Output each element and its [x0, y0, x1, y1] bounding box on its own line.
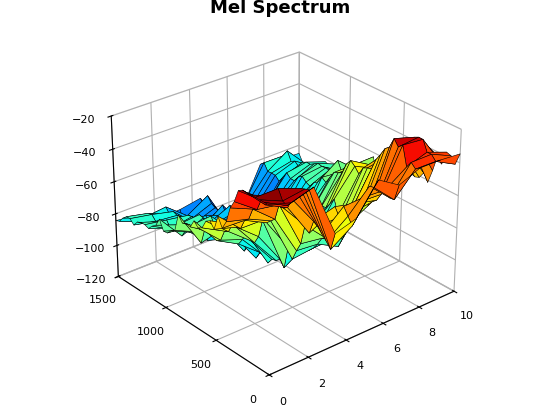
Title: Mel Spectrum: Mel Spectrum: [210, 0, 350, 17]
